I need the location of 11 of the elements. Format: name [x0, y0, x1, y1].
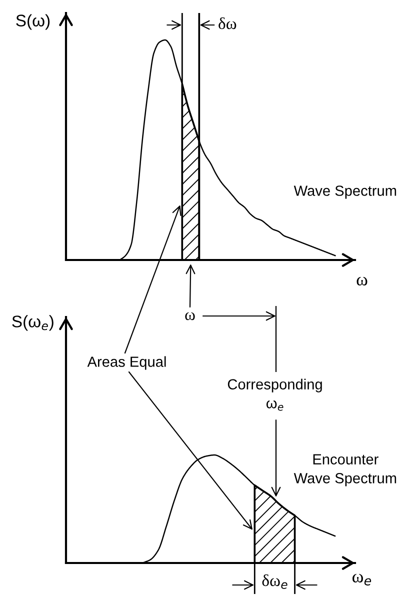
- y-axis-title: S(ω$_{e}$): [12, 315, 54, 331]
- x-axis-title: ω: [356, 276, 368, 286]
- y-axis-title: S(ω): [16, 14, 50, 30]
- text: δω$_{e}$: [262, 574, 288, 589]
- annotation: Wave Spectrum: [294, 186, 396, 199]
- text: ω: [185, 312, 195, 320]
- text: Areas Equal: [87, 356, 166, 370]
- text: δω: [218, 17, 236, 30]
- x-axis-title: ω$_{e}$: [352, 574, 372, 586]
- text: Corresponding ω$_{e}$: [228, 378, 322, 411]
- annotation: Encounter Wave Spectrum: [294, 454, 396, 486]
